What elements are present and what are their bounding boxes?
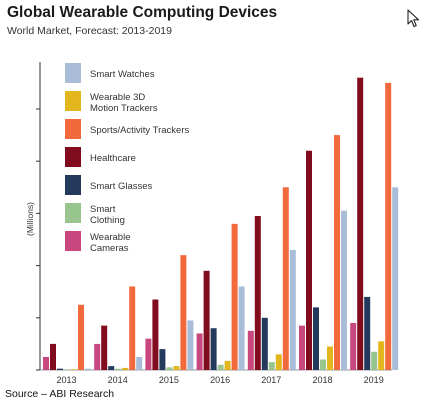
bar-wearable-cameras-2019 (350, 323, 357, 370)
legend-swatch-smart-glasses (65, 175, 81, 195)
legend-swatch-smart-watches (65, 63, 81, 83)
bar-healthcare-2013 (50, 343, 56, 370)
bar-smart-clothing-2017 (268, 362, 275, 370)
bar-sports-activity-trackers-2014 (129, 286, 136, 370)
x-tick-label-2018: 2018 (312, 375, 332, 385)
bar-smart-glasses-2015 (159, 349, 166, 370)
x-tick-label-2017: 2017 (261, 375, 281, 385)
bar-healthcare-2016 (203, 270, 210, 370)
bar-wearable-3d-motion-trackers-2019 (378, 341, 385, 370)
bar-smart-clothing-2016 (217, 364, 224, 370)
bar-healthcare-2014 (101, 325, 108, 370)
legend-swatch-wearable-cameras (65, 231, 81, 251)
legend-label-smart-glasses: Smart Glasses (90, 181, 153, 192)
bar-smart-watches-2017 (289, 249, 296, 370)
bar-wearable-cameras-2013 (43, 356, 49, 370)
legend-label-wearable-cameras-line2: Cameras (90, 243, 129, 254)
chart-subtitle: World Market, Forecast: 2013-2019 (7, 25, 172, 37)
bar-wearable-cameras-2018 (299, 325, 305, 370)
legend-label-sports-activity-trackers: Sports/Activity Trackers (90, 125, 189, 136)
bar-smart-glasses-2018 (313, 307, 319, 370)
bar-wearable-cameras-2016 (196, 333, 203, 370)
x-tick-label-2014: 2014 (108, 375, 128, 385)
bar-smart-clothing-2014 (115, 368, 122, 370)
bar-wearable-cameras-2014 (94, 343, 101, 370)
legend-label-smart-clothing-line2: Clothing (90, 215, 125, 226)
bar-wearable-3d-motion-trackers-2016 (224, 360, 231, 370)
bar-wearable-cameras-2017 (247, 330, 254, 370)
legend-label-healthcare: Healthcare (90, 153, 136, 164)
bar-smart-watches-2015 (187, 320, 194, 370)
bar-smart-clothing-2013 (64, 369, 70, 370)
bar-healthcare-2018 (306, 150, 312, 370)
bar-smart-watches-2018 (341, 210, 347, 370)
bar-sports-activity-trackers-2016 (231, 223, 238, 370)
bar-sports-activity-trackers-2018 (334, 135, 340, 370)
legend-swatch-wearable-3d-motion-trackers (65, 91, 81, 111)
legend-label-wearable-3d-motion-trackers-line2: Motion Trackers (90, 103, 158, 114)
bar-smart-glasses-2014 (108, 366, 115, 370)
source-note: Source – ABI Research (5, 388, 115, 400)
bar-smart-clothing-2018 (320, 359, 326, 370)
bar-wearable-3d-motion-trackers-2015 (173, 366, 180, 370)
bar-healthcare-2019 (357, 77, 364, 371)
bar-smart-glasses-2017 (261, 317, 268, 370)
x-tick-label-2019: 2019 (364, 375, 384, 385)
legend-label-wearable-cameras-line1: Wearable (90, 232, 131, 243)
legend-swatch-sports-activity-trackers (65, 119, 81, 139)
legend-swatch-smart-clothing (65, 203, 81, 223)
bar-wearable-3d-motion-trackers-2014 (122, 367, 129, 370)
bar-sports-activity-trackers-2019 (385, 82, 392, 371)
chart-title: Global Wearable Computing Devices (7, 4, 278, 21)
x-tick-label-2015: 2015 (159, 375, 179, 385)
bar-wearable-3d-motion-trackers-2018 (327, 346, 333, 370)
bar-smart-glasses-2019 (364, 296, 371, 370)
bar-smart-watches-2019 (392, 187, 399, 370)
bar-wearable-3d-motion-trackers-2013 (71, 369, 77, 370)
x-tick-label-2016: 2016 (210, 375, 230, 385)
legend-label-smart-clothing-line1: Smart (90, 204, 116, 215)
bar-smart-watches-2014 (136, 356, 143, 370)
bar-wearable-3d-motion-trackers-2017 (275, 354, 282, 370)
bar-smart-glasses-2016 (210, 328, 217, 370)
bar-sports-activity-trackers-2015 (180, 255, 187, 370)
bar-smart-watches-2016 (238, 286, 245, 370)
bar-healthcare-2015 (152, 299, 159, 370)
bar-sports-activity-trackers-2017 (282, 187, 289, 370)
bar-smart-glasses-2013 (57, 368, 63, 370)
y-axis-label: (Millions) (25, 202, 35, 236)
legend-label-smart-watches: Smart Watches (90, 69, 155, 80)
bar-smart-watches-2013 (85, 368, 91, 370)
bar-smart-clothing-2019 (371, 351, 378, 370)
bar-smart-clothing-2015 (166, 367, 173, 370)
mouse-pointer-icon (407, 9, 420, 28)
legend-swatch-healthcare (65, 147, 81, 167)
x-tick-label-2013: 2013 (56, 375, 76, 385)
legend-label-wearable-3d-motion-trackers-line1: Wearable 3D (90, 92, 145, 103)
bar-sports-activity-trackers-2013 (78, 304, 84, 370)
bar-wearable-cameras-2015 (145, 338, 152, 370)
bar-healthcare-2017 (254, 216, 261, 370)
